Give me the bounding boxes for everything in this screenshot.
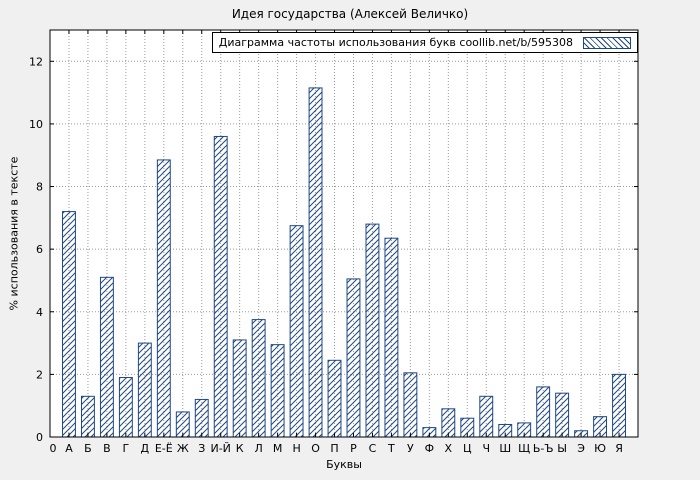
bar-И-Й [213,135,228,438]
x-tick-label: Ж [177,442,189,455]
x-tick-label: Д [141,442,150,455]
x-tick-label: Р [350,442,357,455]
legend: Диаграмма частоты использования букв coo… [211,32,638,53]
x-tick-label: Ш [499,442,511,455]
bar-Р [346,278,361,438]
bar-Ч [479,395,494,438]
bar-С [365,223,380,438]
x-tick-label: М [273,442,283,455]
x-tick-label: Т [387,442,395,455]
x-tick-label: Ы [557,442,567,455]
y-tick-labels: 0 2 4 6 8 10 12 [29,55,43,444]
x-tick-label: Я [615,442,623,455]
x-tick-label: О [311,442,320,455]
x-tick-label: А [65,442,73,455]
legend-swatch [583,36,631,49]
y-tick-label: 0 [36,431,43,444]
x-tick-label: И-Й [210,442,230,455]
chart-title: Идея государства (Алексей Величко) [231,7,469,21]
bar-Г [118,377,133,438]
bar-Т [384,237,399,438]
x-axis-label: Буквы [326,458,362,471]
bar-О [308,87,323,438]
x-tick-label: В [103,442,111,455]
x-tick-labels: 0 А Б В Г Д Е-Ё Ж З И-Й К Л М Н О П Р С Т У Ф Х Ц Ч Ш Щ Ь-Ъ Ы Э Ю Я [50,442,623,455]
bar-Ы [555,392,570,438]
x-tick-label: Н [292,442,300,455]
x-tick-label: Ц [463,442,472,455]
x-tick-label: З [198,442,205,455]
x-tick-label: Э [577,442,585,455]
y-tick-label: 8 [36,181,43,194]
x-tick-label: Ь-Ъ [533,442,554,455]
y-tick-label: 2 [36,368,43,381]
bar-М [270,344,285,438]
bar-В [99,276,114,438]
y-axis-label: % использования в тексте [7,156,21,311]
x-tick-label: Ф [425,442,434,455]
bar-Ь-Ъ [536,386,551,438]
bar-Я [612,373,626,438]
bar-К [232,339,247,438]
y-tick-label: 4 [36,306,43,319]
bar-Д [137,342,152,438]
y-tick-label: 6 [36,243,43,256]
bar-П [327,359,342,438]
x-tick-label: Щ [518,442,530,455]
bar-З [194,398,209,438]
bar-Л [251,319,266,438]
x-tick-label: С [369,442,377,455]
bars [62,87,626,438]
x-tick-label: Ю [594,442,606,455]
x-tick-label: К [236,442,244,455]
bar-Е-Ё [156,159,171,438]
x-tick-label: П [330,442,338,455]
x-tick-label: Ч [482,442,490,455]
bar-У [403,372,418,438]
x-tick-label-zero: 0 [50,442,57,455]
bar-Х [441,408,456,438]
plot-border [49,29,639,438]
x-tick-label: Л [255,442,263,455]
x-tick-label: Б [84,442,92,455]
legend-label: Диаграмма частоты использования букв coo… [218,36,573,49]
bar-Н [289,225,304,438]
x-tick-label: Х [445,442,453,455]
x-tick-label: Г [123,442,130,455]
bar-Б [80,395,95,438]
x-tick-label: У [407,442,414,455]
bar-А [62,211,76,438]
x-tick-label: Е-Ё [155,442,173,455]
y-tick-label: 12 [29,55,43,68]
y-tick-label: 10 [29,118,43,131]
